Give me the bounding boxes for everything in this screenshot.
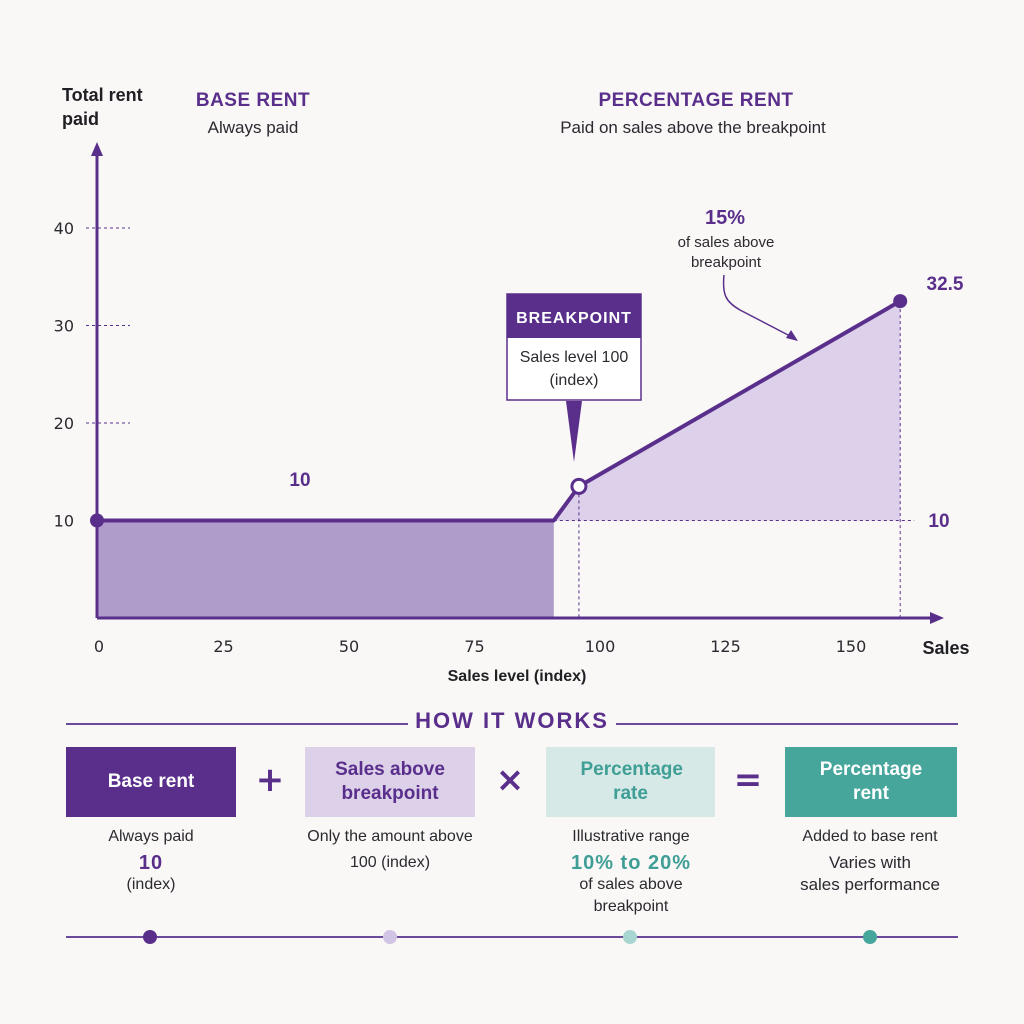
percentage-rate-box-label: Percentage rate	[580, 759, 683, 804]
percentage-rent-caption: Added to base rent Varies with sales per…	[770, 826, 970, 896]
end-point	[893, 294, 908, 309]
base-rent-caption: Always paid 10 (index)	[66, 826, 236, 896]
y-tick-label: 10	[54, 512, 74, 531]
sales-above-box-label: Sales above breakpoint	[335, 759, 445, 804]
end-value-label: 32.5	[927, 274, 964, 295]
timeline-dot-rent	[863, 930, 877, 944]
base-rent-box-label: Base rent	[107, 771, 195, 792]
caption-varies-with: Varies with	[829, 853, 911, 872]
caption-breakpoint: breakpoint	[593, 898, 669, 915]
breakpoint-title: BREAKPOINT	[516, 310, 632, 327]
rent-chart: Total rent paid BASE RENT Always paid PER…	[54, 85, 970, 685]
y-tick-label: 30	[54, 317, 74, 336]
caption-index: (index)	[126, 876, 176, 893]
sales-above-caption: Only the amount above 100 (index)	[290, 826, 490, 874]
y-tick-label: 40	[54, 219, 74, 238]
y-axis-arrow	[91, 142, 103, 156]
breakpoint-pointer	[566, 401, 582, 462]
caption-of-sales-above: of sales above	[579, 876, 683, 893]
start-point	[90, 513, 104, 528]
base-rent-box: Base rent	[66, 747, 236, 817]
base-rent-sub: Always paid	[208, 118, 299, 137]
plus-operator: +	[255, 760, 285, 800]
caption-base-value: 10	[138, 852, 164, 874]
x-axis-title: Sales level (index)	[448, 668, 587, 685]
rate-pointer	[722, 274, 791, 337]
timeline-dot-sales	[383, 930, 397, 944]
x-tick-label: 75	[464, 637, 484, 656]
percentage-rate-caption: Illustrative range 10% to 20% of sales a…	[531, 826, 731, 918]
x-tick-label: 150	[836, 637, 867, 656]
percentage-rent-heading: PERCENTAGE RENT	[598, 90, 793, 111]
y-axis-title-line1: Total rent	[62, 85, 143, 105]
y-tick-labels: 10 20 30 40	[54, 219, 74, 531]
rent-line	[97, 299, 902, 523]
base-rent-heading: BASE RENT	[196, 90, 310, 111]
x-axis-arrow	[930, 612, 944, 624]
how-it-works-title: HOW IT WORKS	[415, 708, 609, 733]
bottom-timeline	[66, 936, 958, 938]
rate-value: 15%	[705, 207, 745, 229]
percentage-rent-sub: Paid on sales above the breakpoint	[560, 118, 826, 137]
percentage-rent-box: Percentage rent	[785, 747, 957, 817]
percentage-rent-box-label: Percentage rent	[819, 759, 923, 804]
x-tick-labels: 0 25 50 75 100 125 150	[94, 637, 866, 656]
rate-text-2: breakpoint	[691, 254, 762, 271]
caption-100-index: 100 (index)	[349, 854, 431, 871]
times-operator: ×	[495, 760, 525, 800]
base-rent-area	[97, 520, 554, 618]
sales-above-breakpoint-box: Sales above breakpoint	[305, 747, 475, 817]
rate-text-1: of sales above	[678, 234, 775, 251]
caption-always-paid: Always paid	[108, 828, 194, 845]
caption-added-to-base: Added to base rent	[802, 828, 938, 845]
rate-pointer-head	[786, 330, 798, 341]
base-value-label: 10	[289, 470, 310, 491]
x-axis-end-label: Sales	[922, 638, 969, 658]
dashed-guides	[86, 227, 915, 618]
right-base-label: 10	[928, 511, 949, 532]
percentage-rent-area	[553, 301, 901, 521]
breakpoint-marker	[570, 477, 588, 495]
header-rule-left	[66, 723, 408, 725]
y-tick-label: 20	[54, 414, 74, 433]
header-rule-right	[616, 723, 958, 725]
caption-rate-range: 10% to 20%	[570, 852, 692, 874]
x-tick-label: 50	[339, 637, 359, 656]
caption-illustrative-range: Illustrative range	[572, 828, 690, 845]
x-tick-label: 125	[710, 637, 741, 656]
x-tick-label: 100	[585, 637, 616, 656]
breakpoint-callout: BREAKPOINT Sales level 100 (index)	[506, 293, 642, 462]
timeline-dot-base	[143, 930, 157, 944]
x-tick-label: 0	[94, 637, 104, 656]
equals-operator: =	[733, 760, 763, 800]
x-tick-label: 25	[213, 637, 233, 656]
how-it-works-header: HOW IT WORKS	[66, 708, 958, 738]
breakpoint-text-1: Sales level 100	[520, 349, 629, 366]
y-axis-title-line2: paid	[62, 109, 99, 129]
breakpoint-text-2: (index)	[550, 372, 599, 389]
timeline-dot-rate	[623, 930, 637, 944]
caption-only-amount: Only the amount above	[307, 828, 473, 845]
percentage-rate-box: Percentage rate	[546, 747, 715, 817]
caption-sales-performance: sales performance	[800, 875, 940, 894]
